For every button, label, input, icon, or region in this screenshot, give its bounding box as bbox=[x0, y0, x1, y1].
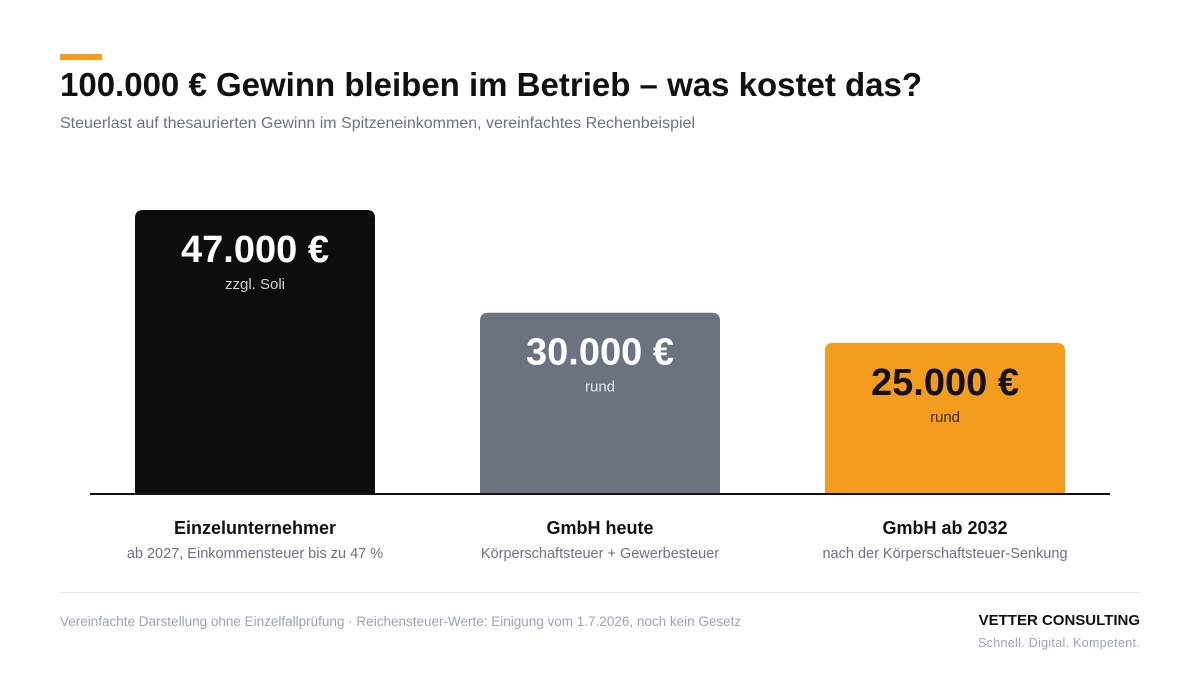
bar-chart: 47.000 € zzgl. Soli Einzelunternehmer ab 20… bbox=[90, 210, 1110, 562]
bar-value-label: 47.000 € bbox=[181, 229, 329, 271]
category-subtitle: Körperschaftsteuer + Gewerbesteuer bbox=[481, 546, 719, 562]
chart-subtitle: Steuerlast auf thesaurierten Gewinn im S… bbox=[60, 115, 696, 132]
category-label: GmbH heute bbox=[546, 518, 653, 538]
accent-bar bbox=[60, 54, 102, 60]
bar-2 bbox=[480, 312, 720, 494]
bar-value-note: zzgl. Soli bbox=[225, 276, 285, 293]
category-label: Einzelunternehmer bbox=[174, 518, 336, 538]
bar-1 bbox=[135, 210, 375, 494]
brand-name: VETTER CONSULTING bbox=[978, 612, 1140, 629]
footer-divider bbox=[60, 592, 1140, 593]
bar-value-label: 25.000 € bbox=[871, 362, 1019, 404]
category-subtitle: nach der Körperschaftsteuer-Senkung bbox=[822, 546, 1067, 562]
bar-value-note: rund bbox=[930, 409, 960, 426]
chart-title: 100.000 € Gewinn bleiben im Betrieb – wa… bbox=[60, 66, 922, 103]
category-subtitle: ab 2027, Einkommensteuer bis zu 47 % bbox=[127, 546, 383, 562]
bar-value-label: 30.000 € bbox=[526, 332, 674, 374]
category-label: GmbH ab 2032 bbox=[882, 518, 1007, 538]
brand-tagline: Schnell. Digital. Kompetent. bbox=[978, 636, 1140, 650]
bar-value-note: rund bbox=[585, 379, 615, 396]
footnote: Vereinfachte Darstellung ohne Einzelfall… bbox=[60, 614, 742, 629]
bar-3 bbox=[825, 342, 1065, 494]
